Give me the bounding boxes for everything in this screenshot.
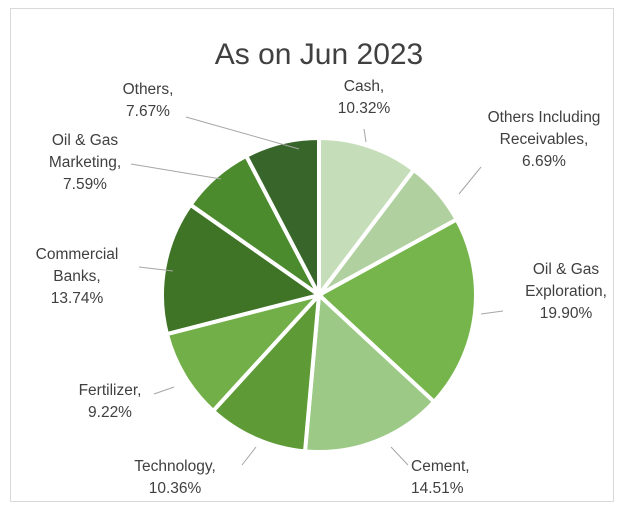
leader-line [459,167,481,194]
chart-title: As on Jun 2023 [215,38,424,71]
pie-chart: As on Jun 2023 Cash, 10.32% Others Includi… [11,9,613,501]
leader-line [242,447,256,465]
chart-frame: As on Jun 2023 Cash, 10.32% Others Includi… [10,8,614,502]
slice-label: Cash, 10.32% [338,78,391,117]
slice-label: Oil & Gas Marketing, 7.59% [49,132,121,193]
leader-line [131,164,221,179]
leader-line [391,447,408,465]
leader-line [364,129,366,142]
leader-line [186,117,299,149]
slice-label: Oil & Gas Exploration, 19.90% [525,261,607,322]
slice-label: Fertilizer, 9.22% [79,382,142,421]
pie-slices [162,138,476,452]
slice-label: Technology, 10.36% [134,458,216,497]
slice-label: Cement, 14.51% [411,458,470,497]
slice-label: Others, 7.67% [123,81,174,120]
leader-line [154,387,174,394]
slice-label: Others Including Receivables, 6.69% [488,109,601,170]
slice-label: Commercial Banks, 13.74% [36,246,119,307]
leader-line [481,311,503,314]
